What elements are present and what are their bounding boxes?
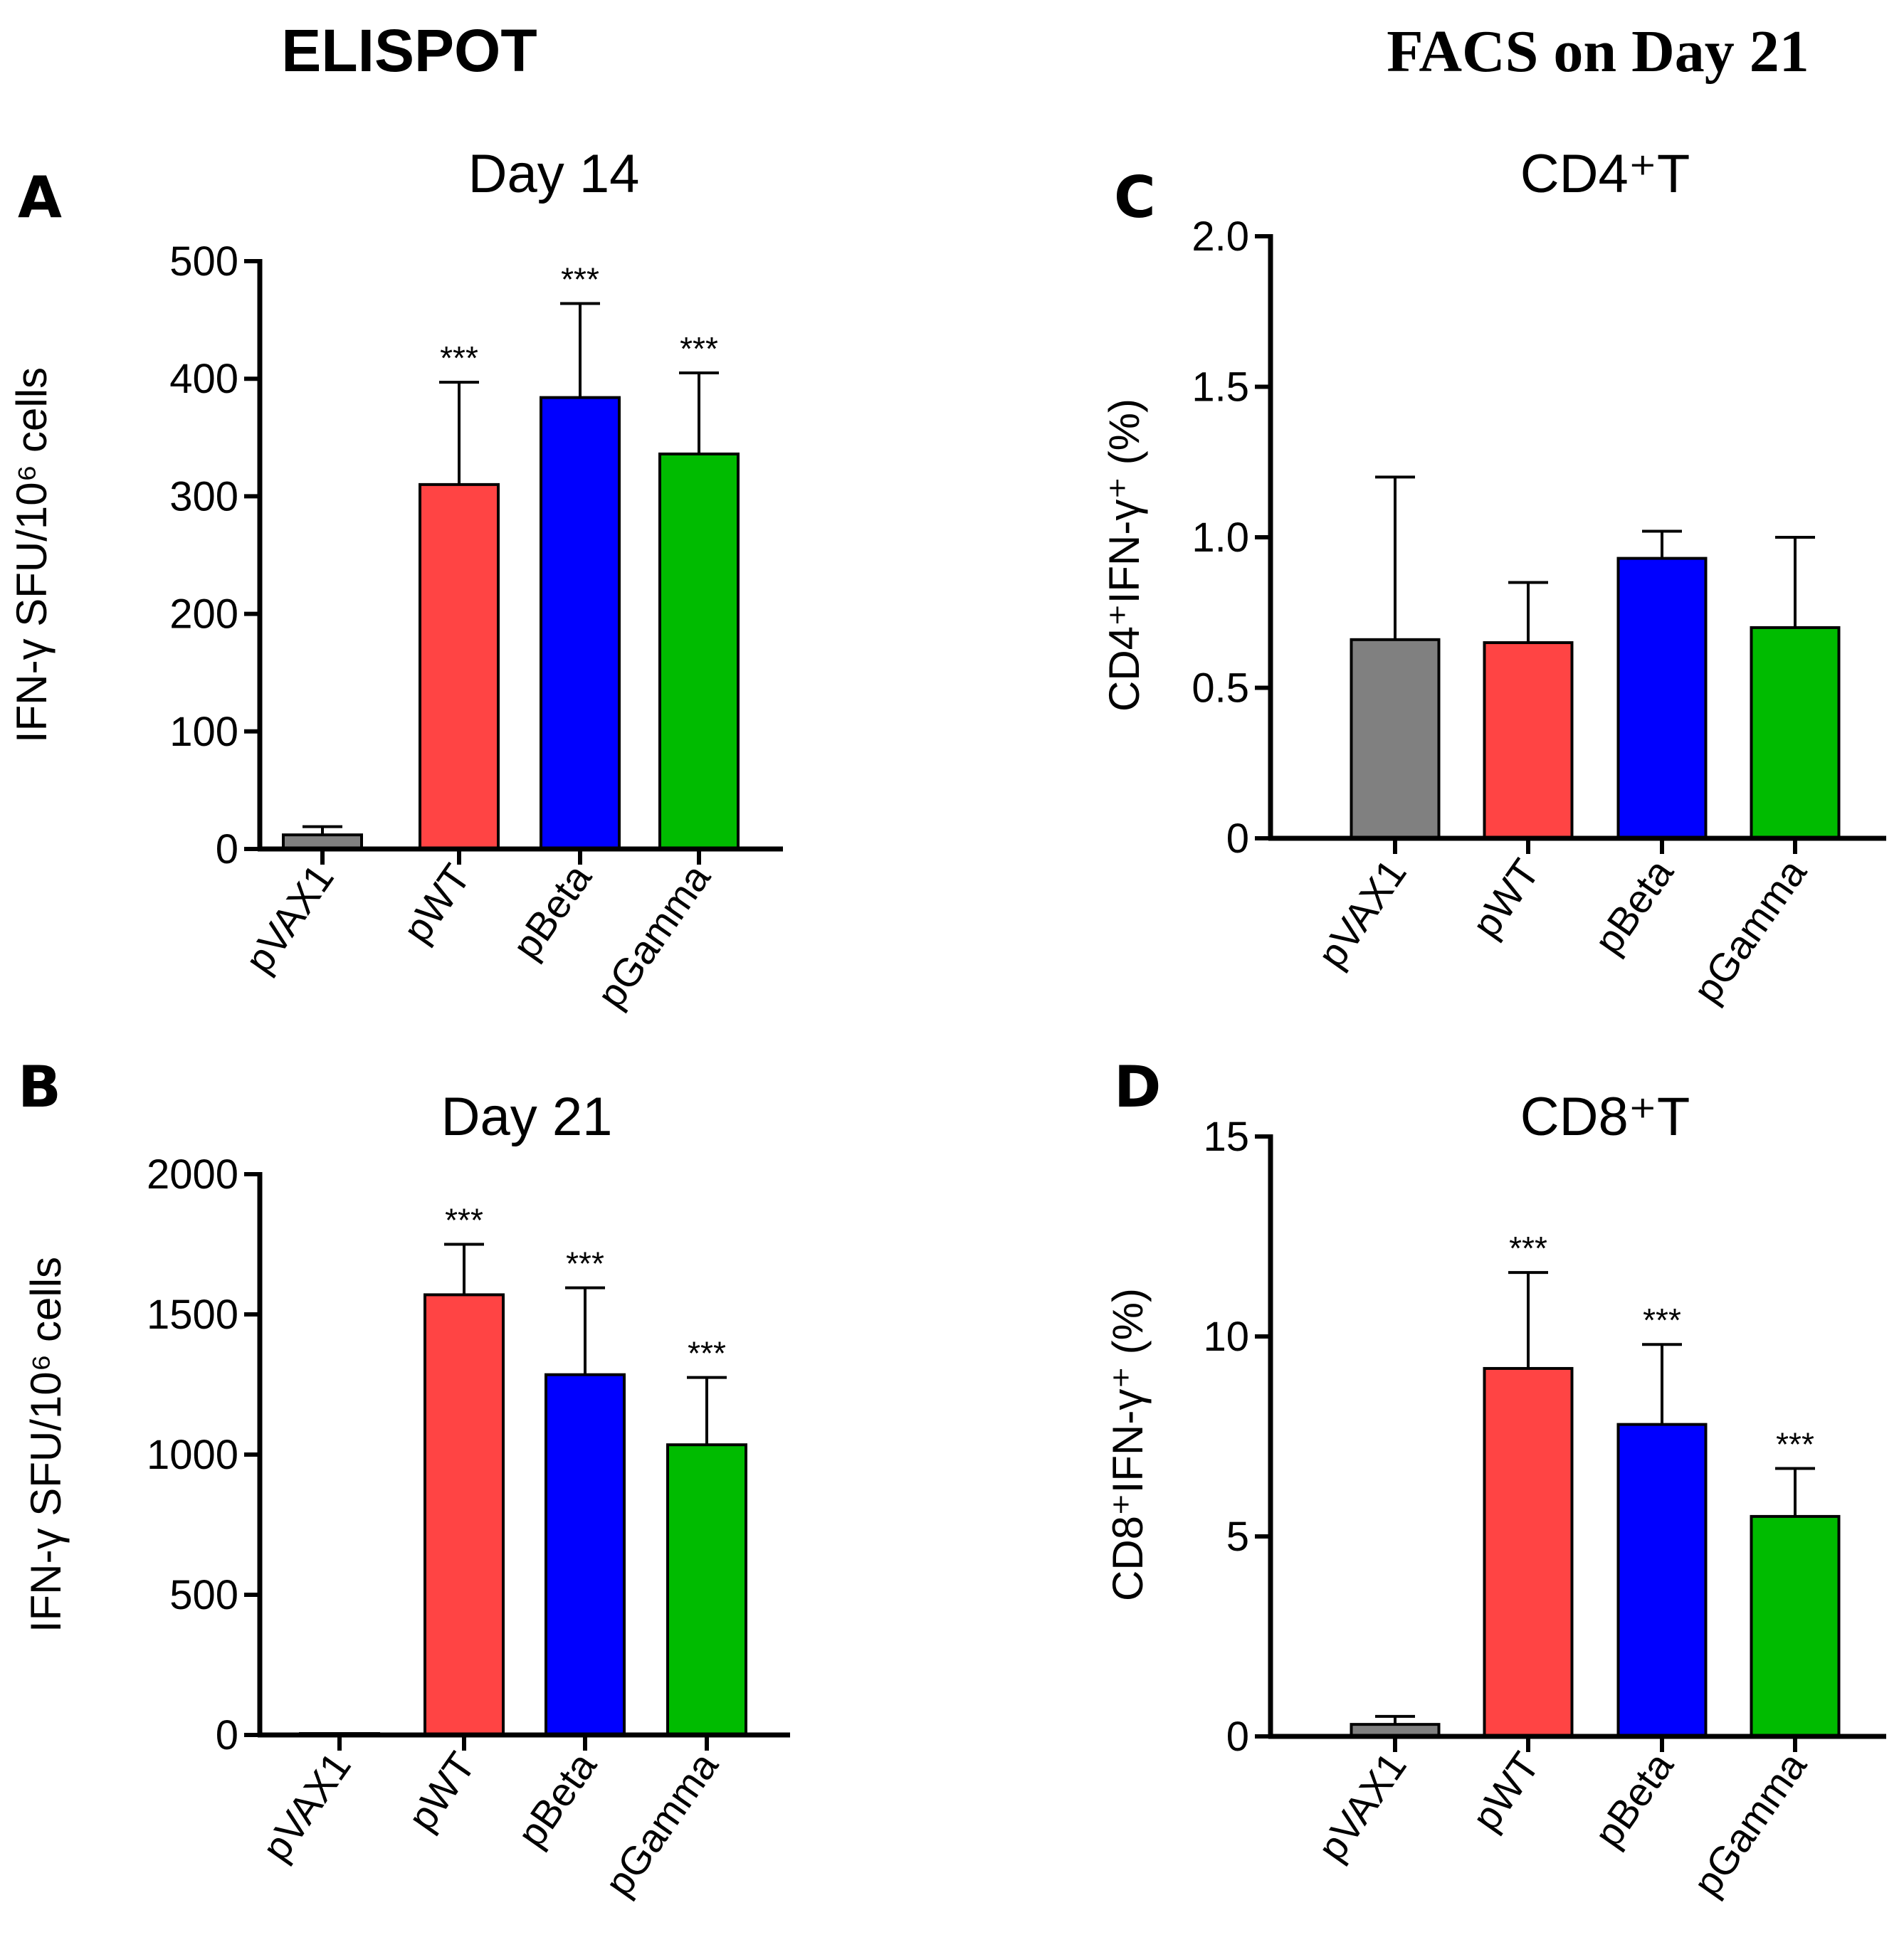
x-tick-label: pVAX1 [1309,1744,1415,1869]
x-tick-label: pVAX1 [253,1744,359,1869]
y-tick-label: 10 [1203,1314,1249,1360]
x-tick-label: pVAX1 [236,856,342,981]
panel-title: CD8⁺T [1520,1087,1690,1147]
panel-letter: C [1114,164,1156,231]
x-tick-label: pGamma [588,855,719,1016]
bar-pbeta [1616,556,1708,840]
panel-letter: A [18,164,62,231]
y-tick-label: 0.5 [1192,665,1249,712]
x-tick-label: pWT [394,856,478,951]
y-tick-label: 0 [1226,816,1249,862]
bar-pvax1 [1350,638,1441,840]
bar-pwt [424,1293,505,1737]
panel-c: C CD4⁺T CD4⁺IFN-γ⁺ (%) 0 0.5 1.0 1.5 2.0 pVAX1 pW… [1100,144,1886,1011]
bar-pbeta [1616,1423,1708,1738]
x-tick-label: pGamma [596,1744,727,1904]
y-axis-label: IFN-γ SFU/10⁶ cells [22,1257,70,1632]
significance-label: *** [688,1335,726,1372]
y-tick-label: 200 [169,591,238,638]
y-tick-label: 100 [169,709,238,755]
y-tick-label: 500 [169,238,238,285]
bar-pwt [1483,1366,1574,1738]
y-tick-label: 400 [169,356,238,402]
x-tick-label: pBeta [503,855,600,967]
x-tick-label: pBeta [1585,850,1682,962]
bar-pgamma [666,1443,747,1736]
significance-label: *** [440,339,478,376]
significance-label: *** [1509,1230,1547,1267]
bar-pwt [419,482,500,850]
bar-pwt [1483,641,1574,840]
panel-letter: B [18,1054,61,1120]
bar-pgamma [658,452,740,850]
panel-a: A Day 14 IFN-γ SFU/10⁶ cells *** *** *** 0 100 2… [8,144,783,1016]
panel-b: B Day 21 IFN-γ SFU/10⁶ cells *** *** *** 0 500 1… [18,1054,790,1904]
panel-d: D CD8⁺T CD8⁺IFN-γ⁺ (%) *** *** *** 0 5 10 15 pVAX1… [1104,1054,1886,1904]
y-tick-label: 2.0 [1192,213,1249,260]
significance-label: *** [1776,1425,1814,1462]
y-tick-label: 500 [169,1572,238,1618]
x-tick-label: pWT [1463,1744,1547,1839]
x-tick-label: pGamma [1684,850,1815,1011]
y-tick-label: 1000 [147,1432,238,1478]
significance-label: *** [561,260,599,297]
y-tick-label: 1.5 [1192,364,1249,411]
x-tick-label: pWT [399,1744,483,1839]
y-tick-label: 0 [216,1712,238,1758]
x-tick-label: pVAX1 [1309,851,1415,976]
y-axis-label: CD8⁺IFN-γ⁺ (%) [1104,1288,1152,1601]
panel-title: Day 21 [441,1087,613,1147]
y-tick-label: 2000 [147,1151,238,1198]
bar-pbeta [540,396,621,850]
section-title-facs: FACS on Day 21 [1387,19,1809,85]
significance-label: *** [1643,1302,1681,1339]
y-tick-label: 1500 [147,1292,238,1338]
bar-pbeta [545,1373,626,1736]
y-tick-label: 15 [1203,1114,1249,1160]
y-axis-label: IFN-γ SFU/10⁶ cells [8,367,56,743]
y-tick-label: 1.0 [1192,515,1249,561]
y-tick-label: 300 [169,473,238,519]
bar-pgamma [1750,626,1841,840]
x-tick-label: pWT [1463,851,1547,946]
section-title-elispot: ELISPOT [281,17,537,84]
panel-title: CD4⁺T [1520,144,1690,204]
x-tick-label: pGamma [1684,1744,1815,1904]
x-tick-label: pBeta [508,1744,605,1855]
y-tick-label: 5 [1226,1514,1249,1560]
y-tick-label: 0 [216,826,238,872]
y-axis-label: CD4⁺IFN-γ⁺ (%) [1100,399,1148,712]
x-tick-label: pBeta [1585,1744,1682,1855]
panel-letter: D [1114,1054,1161,1120]
panel-title: Day 14 [468,144,640,204]
significance-label: *** [445,1202,483,1239]
bar-pgamma [1750,1514,1841,1738]
y-tick-label: 0 [1226,1714,1249,1760]
significance-label: *** [566,1245,604,1282]
significance-label: *** [680,330,718,367]
